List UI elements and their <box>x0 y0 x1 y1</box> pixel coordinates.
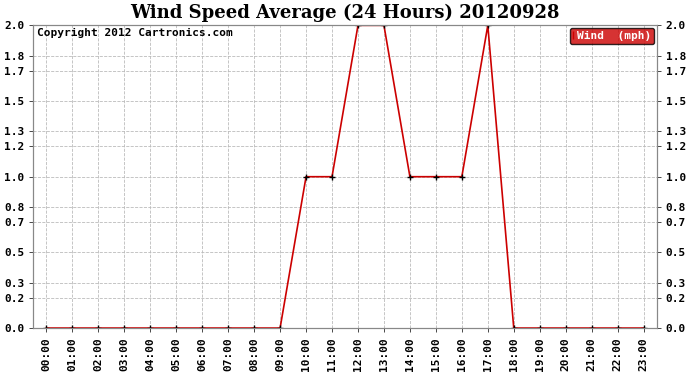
Text: Copyright 2012 Cartronics.com: Copyright 2012 Cartronics.com <box>37 28 233 38</box>
Legend: Wind  (mph): Wind (mph) <box>570 28 654 44</box>
Title: Wind Speed Average (24 Hours) 20120928: Wind Speed Average (24 Hours) 20120928 <box>130 4 560 22</box>
